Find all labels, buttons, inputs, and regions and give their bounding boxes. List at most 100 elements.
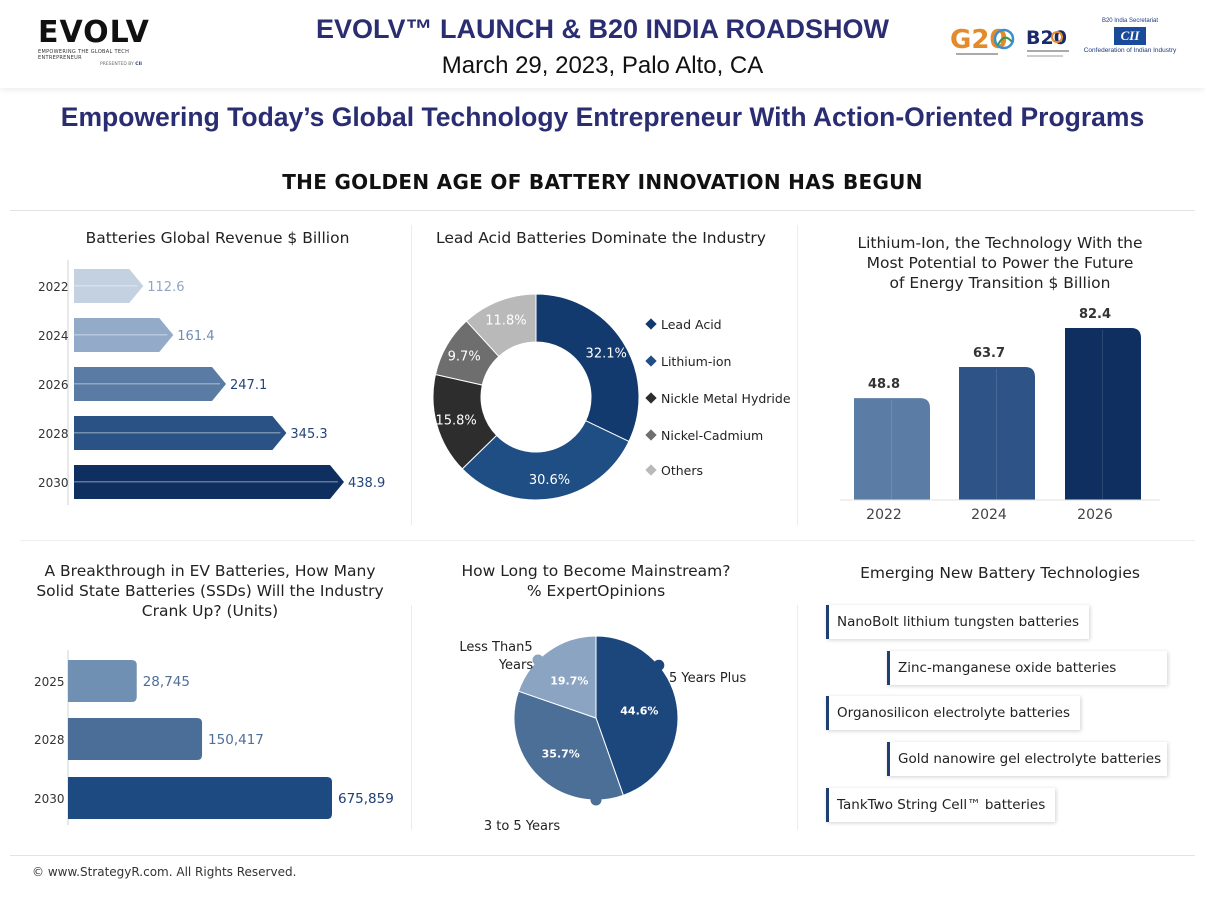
lithium-category-label: 2022 — [866, 507, 902, 523]
divider-v1 — [411, 225, 412, 525]
tech-item-tanktwo: TankTwo String Cell™ batteries — [826, 788, 1056, 822]
ssd-bar — [68, 777, 332, 819]
cii-name: Confederation of Indian Industry — [1083, 47, 1177, 54]
b20-logo: B20 — [1026, 27, 1069, 57]
divider-v2 — [797, 225, 798, 525]
ssd-category-label: 2030 — [34, 792, 65, 806]
cii-secretariat: B20 India Secretariat — [1101, 18, 1159, 24]
mainstream-category-label: Years — [498, 658, 534, 673]
revenue-chart-title: Batteries Global Revenue $ Billion — [85, 229, 350, 247]
revenue-value-label: 112.6 — [147, 280, 184, 295]
lithium-bar-shade — [996, 369, 997, 500]
lithium-chart-title: Lithium-Ion, the Technology With the Mos… — [810, 233, 1190, 293]
mainstream-category-label: Less Than5 — [459, 640, 532, 655]
lithium-bar — [959, 367, 1035, 500]
lead-acid-legend-marker — [645, 355, 657, 367]
lead-acid-legend-marker — [645, 429, 657, 441]
ssd-category-label: 2028 — [34, 733, 65, 747]
divider-v3 — [411, 605, 412, 830]
lead-acid-legend-label: Others — [661, 463, 703, 478]
ssd-title-line-1: A Breakthrough in EV Batteries, How Many — [44, 562, 376, 580]
revenue-bar — [74, 465, 344, 499]
revenue-chart: 2022 112.6 2024 161.4 2026 247.1 2028 345.3 2030… — [38, 260, 385, 505]
lead-acid-slice-label: 9.7% — [448, 349, 481, 364]
ssd-bar — [68, 660, 137, 702]
revenue-bar — [74, 318, 174, 352]
tech-item-organosilicon: Organosilicon electrolyte batteries — [826, 696, 1081, 730]
lithium-title-line-2: Most Potential to Power the Future — [866, 254, 1134, 272]
revenue-value-label: 345.3 — [290, 427, 327, 442]
divider-middle — [20, 540, 1195, 541]
revenue-bar-highlight — [74, 285, 138, 287]
event-date-location: March 29, 2023, Palo Alto, CA — [441, 52, 764, 79]
lead-acid-chart-title: Lead Acid Batteries Dominate the Industr… — [436, 229, 766, 247]
revenue-bar — [74, 367, 227, 401]
lead-acid-slice — [535, 293, 640, 443]
emerging-tech-title: Emerging New Battery Technologies — [860, 564, 1140, 582]
lead-acid-chart: 32.1% 30.6% 15.8% 9.7% 11.8% Lead Acid Lithium… — [432, 293, 791, 501]
lead-acid-legend-label: Nickle Metal Hydride — [661, 391, 791, 406]
revenue-value-label: 161.4 — [177, 329, 214, 344]
ssd-chart-title: A Breakthrough in EV Batteries, How Many… — [10, 561, 410, 621]
cii-logo: B20 India Secretariat CII Confederation … — [1080, 18, 1180, 64]
tech-item-nanobolt: NanoBolt lithium tungsten batteries — [826, 605, 1089, 639]
ssd-value-label: 150,417 — [208, 732, 264, 748]
evolv-logo-wordmark: EVOLV — [38, 15, 150, 50]
ssd-title-line-3: Crank Up? (Units) — [141, 602, 279, 620]
mainstream-title-line-1: How Long to Become Mainstream? — [461, 562, 731, 580]
emerging-tech-list: NanoBolt lithium tungsten batteries Zinc… — [820, 600, 1180, 830]
revenue-category-label: 2026 — [38, 378, 69, 392]
revenue-category-label: 2028 — [38, 427, 69, 441]
lithium-bar-shade — [891, 400, 892, 500]
lead-acid-legend-label: Lithium-ion — [661, 354, 731, 369]
mainstream-category-label: 5 Years Plus — [669, 671, 747, 686]
lead-acid-legend-label: Nickel-Cadmium — [661, 428, 763, 443]
lead-acid-legend-marker — [645, 464, 657, 476]
page-tagline: Empowering Today’s Global Technology Ent… — [60, 102, 1145, 132]
divider-top — [10, 210, 1195, 211]
g20-logo-text: G20 — [950, 25, 1008, 55]
lithium-chart: 48.8 2022 63.7 2024 82.4 2026 — [840, 307, 1160, 523]
ssd-chart: 2025 28,745 2028 150,417 2030 675,859 — [34, 650, 394, 825]
revenue-category-label: 2030 — [38, 476, 69, 490]
cii-mark: CII — [1114, 27, 1146, 45]
tech-item-zinc-manganese: Zinc-manganese oxide batteries — [887, 651, 1167, 685]
mainstream-slice-label: 19.7% — [550, 675, 588, 688]
mainstream-slice-label: 35.7% — [542, 747, 580, 760]
revenue-bar-highlight — [74, 481, 338, 483]
mainstream-title-line-2: % ExpertOpinions — [526, 582, 666, 600]
mainstream-marker-dot — [532, 654, 544, 666]
lithium-title-line-3: of Energy Transition $ Billion — [889, 274, 1111, 292]
lead-acid-slice-label: 30.6% — [529, 473, 570, 488]
lithium-bar — [1065, 328, 1141, 500]
g20-logo: G20 — [950, 25, 1015, 55]
lead-acid-legend-label: Lead Acid — [661, 317, 722, 332]
revenue-value-label: 438.9 — [348, 476, 385, 491]
divider-v4 — [797, 605, 798, 830]
evolv-logo-presented: PRESENTED BY CII — [100, 62, 142, 67]
lead-acid-slice — [461, 420, 630, 501]
mainstream-marker-dot — [590, 794, 602, 806]
header: EVOLV EMPOWERING THE GLOBAL TECH ENTREPR… — [0, 0, 1205, 88]
lead-acid-slice-label: 15.8% — [435, 414, 476, 429]
lithium-value-label: 63.7 — [973, 346, 1005, 361]
lead-acid-slice — [465, 293, 537, 358]
mainstream-slice-label: 44.6% — [620, 705, 658, 718]
revenue-bar-highlight — [74, 432, 281, 434]
revenue-bar-highlight — [74, 383, 221, 385]
lithium-category-label: 2026 — [1077, 507, 1113, 523]
mainstream-slice — [517, 635, 597, 719]
lithium-value-label: 82.4 — [1079, 307, 1111, 322]
mainstream-chart-title: How Long to Become Mainstream? % ExpertO… — [412, 561, 780, 601]
lead-acid-legend-marker — [645, 318, 657, 330]
lithium-value-label: 48.8 — [868, 377, 900, 392]
ssd-category-label: 2025 — [34, 675, 65, 689]
revenue-bar — [74, 269, 144, 303]
evolv-logo[interactable]: EVOLV EMPOWERING THE GLOBAL TECH ENTREPR… — [38, 15, 173, 68]
ssd-value-label: 28,745 — [143, 674, 190, 690]
tech-item-gold-nanowire: Gold nanowire gel electrolyte batteries — [887, 742, 1167, 776]
event-title: EVOLV™ LAUNCH & B20 INDIA ROADSHOW — [315, 14, 890, 44]
lithium-bar-shade — [1102, 330, 1103, 500]
mainstream-slice — [595, 635, 679, 796]
revenue-category-label: 2024 — [38, 329, 69, 343]
